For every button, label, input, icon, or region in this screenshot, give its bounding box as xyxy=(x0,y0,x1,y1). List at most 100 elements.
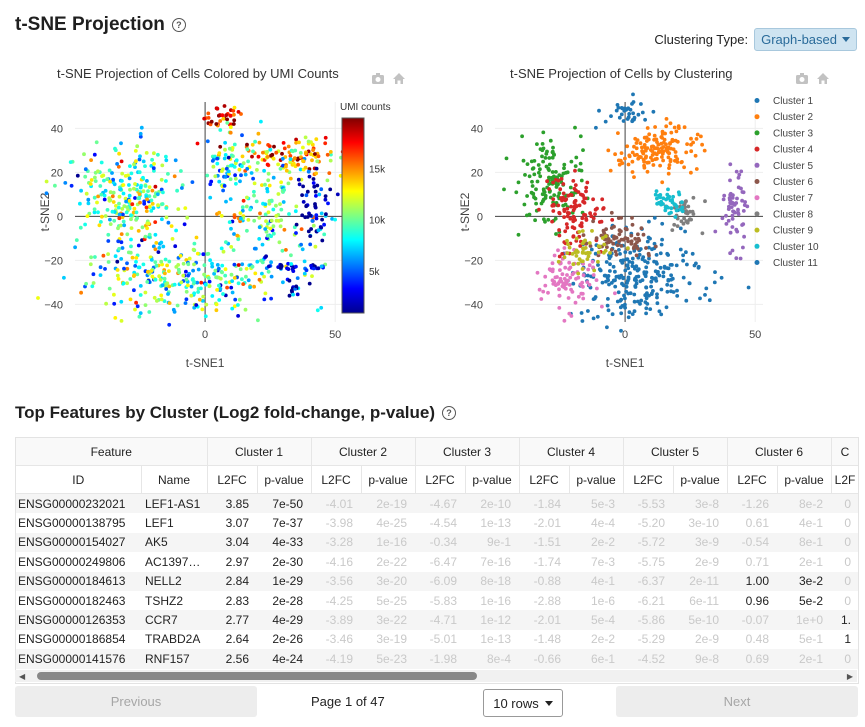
data-point xyxy=(653,125,657,129)
next-page-button[interactable]: Next xyxy=(616,686,858,717)
x-tick-label: 50 xyxy=(749,329,761,341)
data-point xyxy=(210,261,214,266)
data-point xyxy=(319,187,324,192)
home-icon[interactable] xyxy=(393,73,405,84)
data-point xyxy=(615,103,620,107)
home-icon[interactable] xyxy=(817,73,829,84)
legend-item[interactable]: Cluster 11 xyxy=(754,258,819,269)
data-point xyxy=(547,175,551,180)
data-point xyxy=(150,274,155,279)
value-cell: 4e-29 xyxy=(272,613,304,628)
clustering-type-dropdown[interactable]: Graph-based xyxy=(754,28,857,51)
umi-counts-tsne-chart[interactable]: t-SNE Projection of Cells Colored by UMI… xyxy=(7,60,410,380)
table-row[interactable]: ENSG00000182463 TSHZ2 2.83 2e-28 -4.25 5e-25-… xyxy=(16,591,858,610)
data-point xyxy=(36,296,40,300)
column-header-cell[interactable]: L2FC xyxy=(415,465,466,494)
legend-item[interactable]: Cluster 8 xyxy=(754,209,814,220)
table-row[interactable]: ENSG00000138795 LEF1 3.07 7e-37 -3.98 4e-25 -4… xyxy=(16,513,858,532)
column-header-cell[interactable]: p-value xyxy=(465,465,520,494)
legend-item[interactable]: Cluster 3 xyxy=(754,128,814,139)
column-header-cell[interactable]: L2FC xyxy=(623,465,674,494)
camera-icon[interactable] xyxy=(372,73,384,84)
value-cell: 2e-10 xyxy=(480,496,512,511)
data-point xyxy=(214,122,219,126)
scroll-left-arrow-icon[interactable]: ◀ xyxy=(19,672,26,681)
table-row[interactable]: ENSG00000249806 AC13972... 2.97 2e-30 -4.16 2… xyxy=(16,552,858,571)
table-row[interactable]: ENSG00000232021 LEF1-AS1 3.85 7e-50 -4.01 2e-… xyxy=(16,493,858,514)
help-circle-icon[interactable]: ? xyxy=(442,406,457,420)
column-header-cell[interactable]: Name xyxy=(141,465,208,494)
data-point xyxy=(648,307,653,311)
data-point xyxy=(552,193,557,198)
data-point xyxy=(133,149,138,153)
data-point xyxy=(629,233,634,238)
data-point xyxy=(103,214,108,218)
column-header-cell[interactable]: ID xyxy=(16,465,142,494)
column-header-cell[interactable]: L2FC xyxy=(207,465,258,494)
legend-item[interactable]: Cluster 4 xyxy=(754,145,814,156)
y-tick-label: 0 xyxy=(57,211,63,223)
data-point xyxy=(617,232,622,237)
legend-item[interactable]: Cluster 2 xyxy=(754,112,814,123)
column-header-cell[interactable]: L2FC xyxy=(727,465,778,494)
scroll-right-arrow-icon[interactable]: ▶ xyxy=(846,672,853,681)
legend-item[interactable]: Cluster 5 xyxy=(754,161,814,172)
data-point xyxy=(183,301,188,305)
table-row[interactable]: ENSG00000154027 AK5 3.04 4e-33 -3.28 1e-16 -0.… xyxy=(16,532,858,553)
feature-name-cell: LEF1-AS1 xyxy=(145,496,201,511)
data-point xyxy=(290,149,295,154)
rows-per-page-select[interactable]: 10 rows xyxy=(483,689,563,717)
clustering-type-label: Clustering Type: xyxy=(654,32,749,47)
column-header-cell[interactable]: p-value xyxy=(569,465,624,494)
legend-item[interactable]: Cluster 9 xyxy=(754,226,814,237)
data-point xyxy=(550,269,555,274)
table-row[interactable]: ENSG00000186854 TRABD2A 2.64 2e-26 -3.46 3e-1… xyxy=(16,630,858,649)
data-point xyxy=(186,262,191,267)
data-point xyxy=(661,270,666,275)
data-point xyxy=(271,175,276,180)
data-point xyxy=(647,219,651,224)
data-point xyxy=(577,168,582,172)
legend-item[interactable]: Cluster 6 xyxy=(754,177,814,188)
features-table-container[interactable]: Feature Cluster 1 Cluster 2 Cluster 3 Cluste… xyxy=(15,437,859,684)
column-header-cell[interactable]: p-value xyxy=(777,465,832,494)
pagination-bar: Previous Page 1 of 47 10 rows Next xyxy=(15,684,858,720)
data-point xyxy=(561,195,565,200)
data-point xyxy=(249,171,254,175)
data-point xyxy=(619,216,624,220)
data-point xyxy=(543,274,548,279)
table-row[interactable]: ENSG00000126353 CCR7 2.77 4e-29 -3.89 3e-22 -4… xyxy=(16,610,858,630)
data-point xyxy=(562,207,567,212)
help-circle-icon[interactable]: ? xyxy=(171,18,186,32)
camera-icon[interactable] xyxy=(796,73,808,84)
column-header-cell[interactable]: L2FC xyxy=(311,465,362,494)
data-point xyxy=(713,229,718,234)
column-header-cell[interactable]: L2F xyxy=(831,465,858,494)
legend-item[interactable]: Cluster 1 xyxy=(754,96,814,107)
data-point xyxy=(734,256,739,261)
column-header-cell[interactable]: L2FC xyxy=(519,465,570,494)
table-row[interactable]: ENSG00000184613 NELL2 2.84 1e-29 -3.56 3e-20-… xyxy=(16,571,858,591)
data-point xyxy=(128,164,132,168)
legend-item[interactable]: Cluster 10 xyxy=(754,242,820,253)
data-point xyxy=(610,218,615,222)
data-point xyxy=(132,206,137,211)
data-point xyxy=(520,134,524,139)
column-header-cell[interactable]: p-value xyxy=(673,465,728,494)
horizontal-scrollbar[interactable]: ◀ ▶ xyxy=(15,670,857,682)
data-point xyxy=(263,212,268,217)
data-point xyxy=(257,237,262,241)
previous-page-button[interactable]: Previous xyxy=(15,686,257,717)
legend-item[interactable]: Cluster 7 xyxy=(754,193,814,204)
clustering-tsne-chart[interactable]: t-SNE Projection of Cells by Clustering 4… xyxy=(440,60,860,380)
scrollbar-thumb[interactable] xyxy=(37,672,477,680)
data-point xyxy=(669,289,673,294)
column-header-cell[interactable]: p-value xyxy=(257,465,312,494)
data-point xyxy=(186,283,190,288)
column-header-cell[interactable]: p-value xyxy=(361,465,416,494)
data-point xyxy=(553,216,558,221)
table-row[interactable]: ENSG00000141576 RNF157 2.56 4e-24 -4.19 5e-23… xyxy=(16,649,858,669)
data-point xyxy=(687,281,692,286)
value-cell: -5.20 xyxy=(637,516,666,531)
data-point xyxy=(63,181,68,185)
